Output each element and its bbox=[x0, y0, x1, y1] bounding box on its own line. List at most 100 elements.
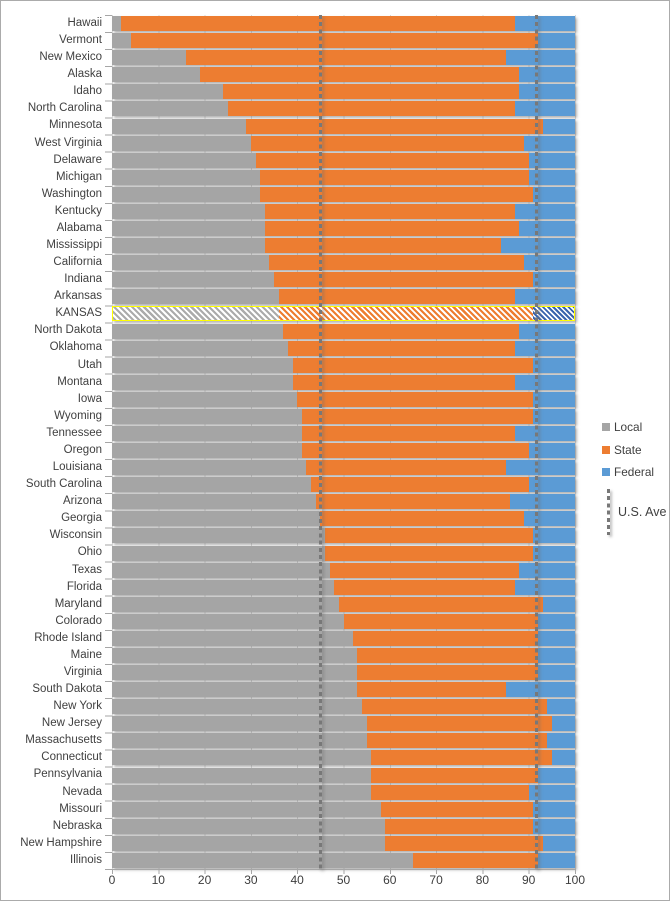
bar-segment-local bbox=[112, 460, 307, 476]
stacked-bar bbox=[112, 494, 575, 510]
category-label: Indiana bbox=[64, 273, 102, 286]
legend-local-label: Local bbox=[614, 420, 643, 434]
bar-segment-state bbox=[366, 716, 552, 732]
stacked-bar bbox=[112, 272, 575, 288]
stacked-bar bbox=[112, 152, 575, 168]
bar-segment-federal bbox=[519, 67, 575, 83]
bar-segment-state bbox=[324, 528, 534, 544]
stacked-bar bbox=[112, 511, 575, 527]
category-label: Louisiana bbox=[52, 461, 102, 474]
stacked-bar bbox=[112, 306, 575, 322]
bar-segment-federal bbox=[519, 562, 575, 578]
bar-segment-state bbox=[278, 289, 515, 305]
bar-row bbox=[112, 544, 575, 561]
bar-segment-local bbox=[112, 323, 284, 339]
stacked-bar bbox=[112, 716, 575, 732]
category-label: Georgia bbox=[61, 512, 102, 525]
bar-segment-federal bbox=[505, 682, 575, 698]
category-label: Utah bbox=[77, 358, 102, 371]
stacked-bar bbox=[112, 118, 575, 134]
x-axis-tick-labels: 0 10 20 30 40 50 60 70 80 90 100 bbox=[109, 873, 585, 889]
category-label: Michigan bbox=[55, 170, 102, 183]
bar-segment-state bbox=[199, 67, 520, 83]
stacked-bar bbox=[112, 801, 575, 817]
x-tick-label: 10 bbox=[151, 873, 165, 887]
bar-segment-local bbox=[112, 443, 302, 459]
bar-segment-state bbox=[380, 801, 534, 817]
category-label: Iowa bbox=[77, 392, 102, 405]
x-axis-ticks bbox=[112, 870, 576, 874]
category-label: Washington bbox=[41, 187, 102, 200]
bar-segment-federal bbox=[524, 135, 575, 151]
bar-segment-local bbox=[112, 835, 386, 851]
stacked-bar bbox=[112, 733, 575, 749]
legend-us-average-label: U.S. Ave bbox=[618, 504, 667, 519]
stacked-bar bbox=[112, 767, 575, 783]
bar-segment-local bbox=[112, 340, 288, 356]
bar-segment-local bbox=[112, 16, 122, 32]
stacked-bar bbox=[112, 477, 575, 493]
bar-segment-local bbox=[112, 477, 312, 493]
x-tick-label: 90 bbox=[522, 873, 536, 887]
x-axis-line bbox=[105, 869, 576, 870]
bar-segment-state bbox=[121, 16, 515, 32]
bar-row bbox=[112, 135, 575, 152]
plot-area bbox=[112, 15, 576, 869]
category-label: Minnesota bbox=[48, 119, 102, 132]
bar-segment-state bbox=[264, 238, 501, 254]
bar-segment-state bbox=[255, 152, 529, 168]
bar-segment-federal bbox=[542, 835, 575, 851]
bar-segment-local bbox=[112, 135, 251, 151]
bar-segment-federal bbox=[519, 221, 575, 237]
bar-row bbox=[112, 339, 575, 356]
bar-row bbox=[112, 391, 575, 408]
bar-segment-federal bbox=[514, 340, 575, 356]
bar-segment-local bbox=[112, 801, 381, 817]
bar-segment-state bbox=[324, 545, 534, 561]
bar-segment-federal bbox=[533, 306, 575, 322]
bar-row bbox=[112, 527, 575, 544]
category-label: Missouri bbox=[59, 802, 102, 815]
bar-segment-federal bbox=[528, 477, 575, 493]
bar-segment-state bbox=[311, 477, 529, 493]
category-label: Arkansas bbox=[54, 290, 102, 303]
stacked-bar bbox=[112, 255, 575, 271]
bar-segment-state bbox=[283, 323, 520, 339]
legend-state-label: State bbox=[614, 442, 642, 457]
bar-segment-federal bbox=[537, 852, 575, 868]
bar-segment-federal bbox=[514, 203, 575, 219]
stacked-bar bbox=[112, 357, 575, 373]
category-label: Wisconsin bbox=[49, 529, 102, 542]
bar-segment-state bbox=[264, 203, 515, 219]
bar-segment-federal bbox=[514, 374, 575, 390]
bar-segment-local bbox=[112, 494, 316, 510]
bar-segment-state bbox=[297, 391, 534, 407]
bar-segment-federal bbox=[533, 818, 575, 834]
bar-segment-federal bbox=[533, 272, 575, 288]
bar-row bbox=[112, 288, 575, 305]
bar-segment-federal bbox=[514, 101, 575, 117]
bar-segment-local bbox=[112, 306, 279, 322]
bar-segment-local bbox=[112, 528, 325, 544]
bar-row bbox=[112, 237, 575, 254]
bar-segment-state bbox=[371, 767, 538, 783]
bar-row bbox=[112, 186, 575, 203]
bar-segment-federal bbox=[533, 545, 575, 561]
bar-segment-federal bbox=[524, 255, 575, 271]
legend-federal-label: Federal bbox=[614, 465, 654, 479]
bar-segment-local bbox=[112, 67, 200, 83]
stacked-bar bbox=[112, 818, 575, 834]
stacked-bar bbox=[112, 579, 575, 595]
bar-row bbox=[112, 374, 575, 391]
stacked-bar bbox=[112, 323, 575, 339]
federal-swatch-icon bbox=[602, 468, 610, 476]
stacked-bar bbox=[112, 391, 575, 407]
stacked-bar bbox=[112, 613, 575, 629]
stacked-bar bbox=[112, 528, 575, 544]
stacked-bar bbox=[112, 408, 575, 424]
category-label: Idaho bbox=[73, 85, 102, 98]
x-tick-label: 60 bbox=[383, 873, 397, 887]
stacked-bar bbox=[112, 101, 575, 117]
bar-segment-local bbox=[112, 391, 298, 407]
stacked-bar bbox=[112, 835, 575, 851]
